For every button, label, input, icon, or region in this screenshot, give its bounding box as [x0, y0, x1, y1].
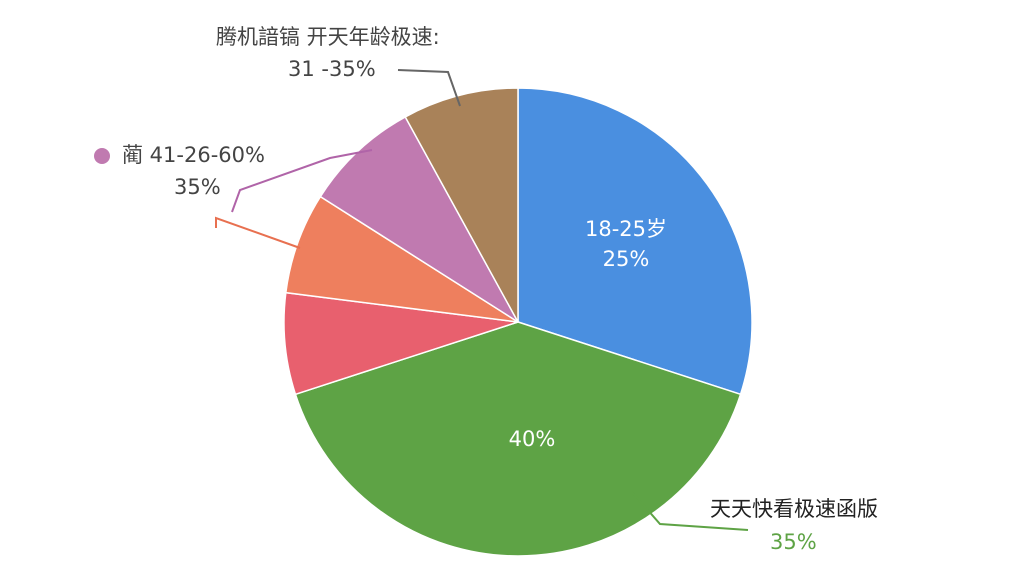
- leader-line: [631, 491, 749, 531]
- annotation: 天天快看极速函版: [710, 497, 878, 521]
- pie-slice: [319, 115, 519, 323]
- annotation: 31 -35%: [288, 57, 376, 81]
- pie-slice: [294, 321, 742, 557]
- pie-slice: [283, 291, 519, 396]
- annotation: 35%: [770, 530, 817, 554]
- pie-slice: [517, 87, 753, 396]
- leader-line: [397, 69, 461, 107]
- pie-slice: [285, 195, 519, 323]
- annotation: 18-25岁: [585, 217, 667, 241]
- leader-line: [231, 149, 373, 213]
- annotation: 35%: [174, 175, 221, 199]
- legend-dot: [94, 148, 110, 164]
- leader-line: [215, 216, 301, 249]
- pie-slice: [404, 87, 519, 323]
- slices: [283, 87, 753, 557]
- annotation: 腾机諳镐 开天年龄极速:: [216, 25, 440, 49]
- annotation: 25%: [603, 247, 650, 271]
- annotation: 40%: [509, 427, 556, 451]
- leader-lines: [215, 69, 749, 531]
- annotation: 蔺 41-26-60%: [122, 143, 265, 167]
